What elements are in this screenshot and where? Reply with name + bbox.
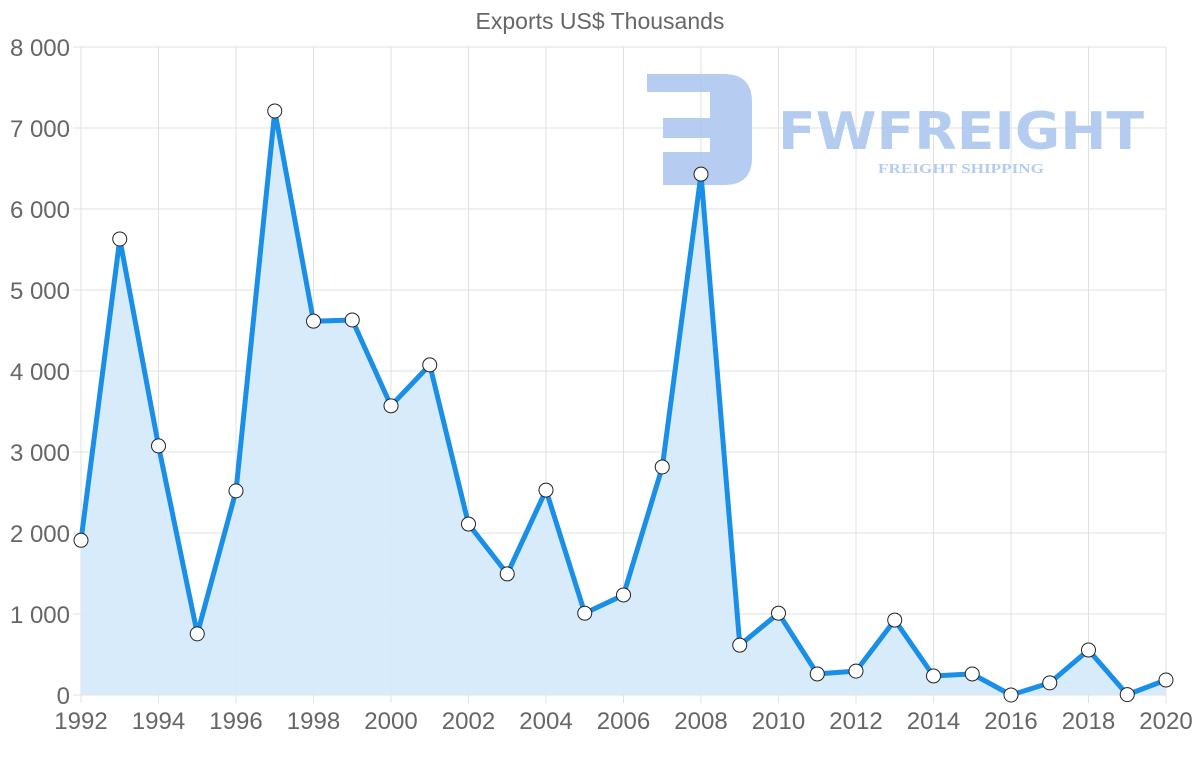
x-axis-ticks: 1992 1994 1996 1998 2000 2002 2004 2006 2008 2010… (54, 708, 1192, 735)
x-tick-label: 2002 (442, 708, 495, 735)
data-point-2002[interactable] (461, 516, 476, 532)
x-tick-label: 1998 (287, 708, 340, 735)
y-tick-label: 0 (57, 683, 70, 710)
data-point-1992[interactable] (73, 532, 89, 548)
data-point-1995[interactable] (189, 626, 205, 642)
data-point-2004[interactable] (538, 482, 554, 498)
data-point-2018[interactable] (1081, 642, 1096, 658)
data-point-2019[interactable] (1119, 687, 1135, 703)
data-points (73, 103, 1174, 703)
data-point-2012[interactable] (848, 663, 864, 679)
x-tick-label: 2008 (674, 708, 727, 735)
y-tick-label: 8 000 (10, 35, 70, 62)
data-point-2016[interactable] (1003, 687, 1019, 703)
x-tick-label: 2004 (519, 708, 572, 735)
fwfreight-watermark: FWFREIGHT FREIGHT SHIPPING (647, 74, 1145, 185)
x-tick-label: 2012 (829, 708, 882, 735)
data-point-2013[interactable] (887, 612, 903, 628)
y-tick-label: 6 000 (10, 197, 70, 224)
watermark-brand: FWFREIGHT (778, 102, 1145, 162)
data-point-1999[interactable] (344, 312, 360, 328)
area-fill (81, 111, 1166, 695)
watermark-tagline: FREIGHT SHIPPING (878, 162, 1044, 177)
x-tick-label: 2016 (984, 708, 1037, 735)
x-tick-label: 2020 (1139, 708, 1192, 735)
data-point-1998[interactable] (306, 313, 321, 329)
x-tick-label: 2018 (1062, 708, 1115, 735)
x-tick-label: 2006 (597, 708, 650, 735)
fwfreight-logo-icon (647, 74, 752, 185)
y-axis-ticks: 0 1 000 2 000 3 000 4 000 5 000 6 000 7 000 8 00… (10, 35, 70, 710)
data-point-2014[interactable] (926, 668, 941, 684)
data-point-2015[interactable] (964, 666, 980, 682)
data-point-2000[interactable] (383, 398, 399, 414)
data-point-2008[interactable] (693, 166, 709, 182)
data-point-2011[interactable] (809, 666, 825, 682)
data-point-2010[interactable] (771, 605, 786, 621)
data-point-2009[interactable] (732, 637, 748, 653)
x-tick-label: 1996 (209, 708, 262, 735)
data-point-1994[interactable] (151, 438, 166, 454)
y-tick-label: 7 000 (10, 116, 70, 143)
y-tick-label: 2 000 (10, 521, 70, 548)
data-point-2017[interactable] (1042, 675, 1058, 691)
y-tick-label: 1 000 (10, 602, 70, 629)
x-tick-label: 2000 (364, 708, 417, 735)
data-point-2005[interactable] (577, 605, 593, 621)
x-tick-label: 2014 (907, 708, 960, 735)
data-point-2003[interactable] (499, 566, 515, 582)
data-point-2001[interactable] (422, 357, 438, 373)
x-tick-label: 1992 (54, 708, 107, 735)
x-tick-label: 2010 (752, 708, 805, 735)
data-point-2007[interactable] (654, 459, 670, 475)
data-point-1996[interactable] (228, 483, 244, 499)
y-tick-label: 4 000 (10, 359, 70, 386)
y-tick-label: 3 000 (10, 440, 70, 467)
data-point-2020[interactable] (1158, 672, 1174, 688)
x-tick-label: 1994 (132, 708, 185, 735)
data-point-1993[interactable] (112, 231, 128, 247)
data-point-1997[interactable] (267, 103, 283, 119)
y-tick-label: 5 000 (10, 278, 70, 305)
chart-title: Exports US$ Thousands (475, 8, 725, 34)
data-point-2006[interactable] (616, 587, 631, 603)
